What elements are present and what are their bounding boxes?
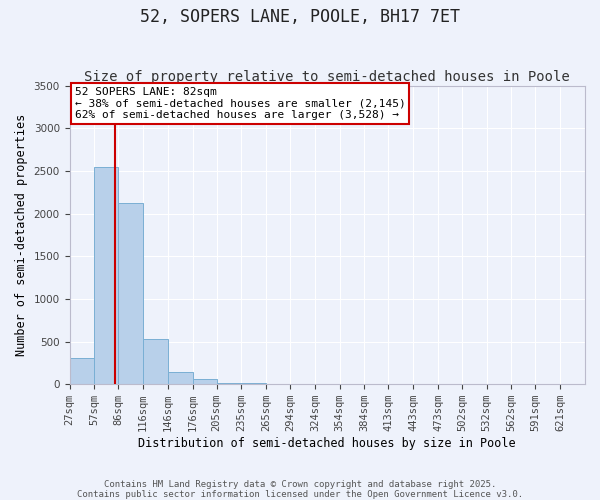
X-axis label: Distribution of semi-detached houses by size in Poole: Distribution of semi-detached houses by … [139, 437, 516, 450]
Title: Size of property relative to semi-detached houses in Poole: Size of property relative to semi-detach… [85, 70, 570, 85]
Text: Contains HM Land Registry data © Crown copyright and database right 2025.
Contai: Contains HM Land Registry data © Crown c… [77, 480, 523, 499]
Bar [193, 379, 217, 384]
Bar [217, 382, 241, 384]
Bar [168, 372, 193, 384]
Bar [70, 358, 94, 384]
Text: 52 SOPERS LANE: 82sqm
← 38% of semi-detached houses are smaller (2,145)
62% of s: 52 SOPERS LANE: 82sqm ← 38% of semi-deta… [74, 87, 406, 120]
Bar [94, 166, 118, 384]
Bar [118, 202, 143, 384]
Text: 52, SOPERS LANE, POOLE, BH17 7ET: 52, SOPERS LANE, POOLE, BH17 7ET [140, 8, 460, 26]
Y-axis label: Number of semi-detached properties: Number of semi-detached properties [15, 114, 28, 356]
Bar [143, 339, 168, 384]
